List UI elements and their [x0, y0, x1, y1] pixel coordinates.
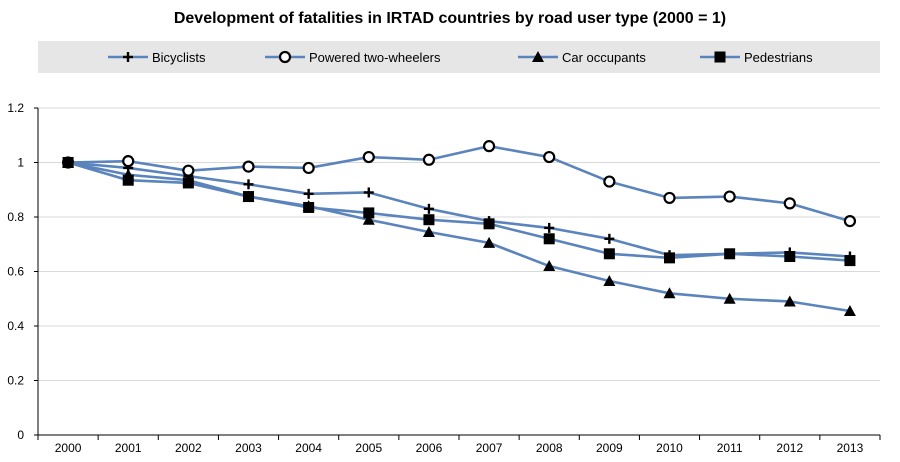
data-point-pedestrians	[182, 177, 194, 189]
y-tick-label: 0.6	[7, 265, 24, 279]
x-tick-label: 2002	[175, 441, 202, 455]
legend-label: Powered two-wheelers	[309, 50, 441, 65]
x-tick-label: 2007	[476, 441, 503, 455]
series-line-car-occupants	[67, 161, 851, 313]
legend-label: Bicyclists	[152, 50, 206, 65]
y-tick-label: 1.2	[7, 101, 24, 115]
data-point-pedestrians	[844, 255, 856, 267]
series-powered-two-wheelers	[61, 140, 857, 228]
data-point-car-occupants	[483, 236, 496, 248]
data-point-bicyclists	[604, 233, 615, 244]
series-pedestrians	[62, 157, 856, 267]
data-point-powered-two-wheelers	[182, 164, 195, 177]
legend-item-bicyclists: Bicyclists	[108, 50, 206, 65]
x-tick-label: 2004	[295, 441, 322, 455]
data-point-car-occupants	[663, 287, 676, 299]
data-point-powered-two-wheelers	[603, 175, 616, 188]
data-point-pedestrians	[423, 214, 435, 226]
legend: Bicyclists Powered two-wheelers Car occupa…	[108, 50, 813, 65]
grid-lines	[38, 107, 880, 381]
x-tick-label: 2005	[355, 441, 382, 455]
data-point-car-occupants	[843, 305, 856, 317]
data-point-bicyclists	[363, 187, 374, 198]
y-tick-label: 0.8	[7, 210, 24, 224]
x-tick-label: 2008	[536, 441, 563, 455]
x-tick-label: 2013	[837, 441, 864, 455]
data-point-powered-two-wheelers	[242, 160, 255, 173]
data-point-pedestrians	[784, 251, 796, 263]
y-tick-label: 0	[17, 428, 24, 442]
axes: 0 0.2 0.4 0.6 0.8 1 1.2 2000 2001 2002 2003 2004 200…	[7, 101, 881, 455]
data-point-pedestrians	[122, 174, 134, 186]
data-point-car-occupants	[603, 275, 616, 287]
data-point-powered-two-wheelers	[122, 155, 135, 168]
legend-marker	[278, 50, 292, 64]
legend-item-powered-two-wheelers: Powered two-wheelers	[265, 50, 441, 65]
data-point-powered-two-wheelers	[302, 161, 315, 175]
x-tick-label: 2000	[55, 441, 82, 455]
chart-title: Development of fatalities in IRTAD count…	[174, 10, 726, 27]
data-point-pedestrians	[724, 248, 736, 260]
legend-label: Car occupants	[562, 50, 646, 65]
data-point-car-occupants	[543, 260, 556, 272]
data-point-pedestrians	[483, 218, 495, 230]
data-point-pedestrians	[363, 207, 375, 219]
legend-marker	[123, 52, 133, 62]
data-point-bicyclists	[243, 179, 254, 190]
data-point-pedestrians	[664, 252, 675, 264]
legend-label: Pedestrians	[744, 50, 813, 65]
data-point-powered-two-wheelers	[422, 153, 436, 166]
y-tick-label: 0.4	[7, 319, 24, 333]
data-point-powered-two-wheelers	[843, 214, 857, 228]
data-point-pedestrians	[243, 191, 254, 203]
y-tick-label: 1	[17, 156, 24, 170]
y-tick-label: 0.2	[7, 374, 24, 388]
data-point-pedestrians	[543, 233, 555, 245]
series-line-powered-two-wheelers	[68, 144, 851, 223]
data-point-car-occupants	[723, 292, 736, 304]
series-lines	[61, 140, 857, 317]
data-point-pedestrians	[603, 248, 615, 260]
data-point-pedestrians	[303, 201, 315, 213]
x-tick-label: 2001	[115, 441, 142, 455]
data-point-powered-two-wheelers	[362, 150, 375, 164]
data-point-powered-two-wheelers	[543, 150, 556, 164]
data-point-bicyclists	[544, 222, 555, 233]
legend-marker	[532, 51, 544, 62]
x-tick-label: 2009	[596, 441, 623, 455]
data-point-car-occupants	[362, 213, 375, 225]
data-point-powered-two-wheelers	[783, 197, 796, 210]
x-tick-label: 2003	[235, 441, 262, 455]
data-point-car-occupants	[422, 225, 435, 237]
x-tick-label: 2011	[717, 441, 743, 455]
data-point-bicyclists	[423, 203, 434, 214]
series-line-pedestrians	[67, 161, 851, 262]
x-tick-label: 2010	[656, 441, 683, 455]
data-point-powered-two-wheelers	[482, 140, 496, 153]
x-tick-label: 2006	[416, 441, 443, 455]
legend-item-car-occupants: Car occupants	[518, 50, 646, 65]
legend-marker	[714, 51, 726, 63]
data-point-pedestrians	[62, 157, 74, 168]
data-point-car-occupants	[783, 295, 796, 307]
data-point-powered-two-wheelers	[723, 190, 736, 203]
x-tick-label: 2012	[776, 441, 803, 455]
legend-item-pedestrians: Pedestrians	[700, 50, 813, 65]
data-point-bicyclists	[303, 188, 314, 199]
data-point-powered-two-wheelers	[663, 191, 676, 205]
